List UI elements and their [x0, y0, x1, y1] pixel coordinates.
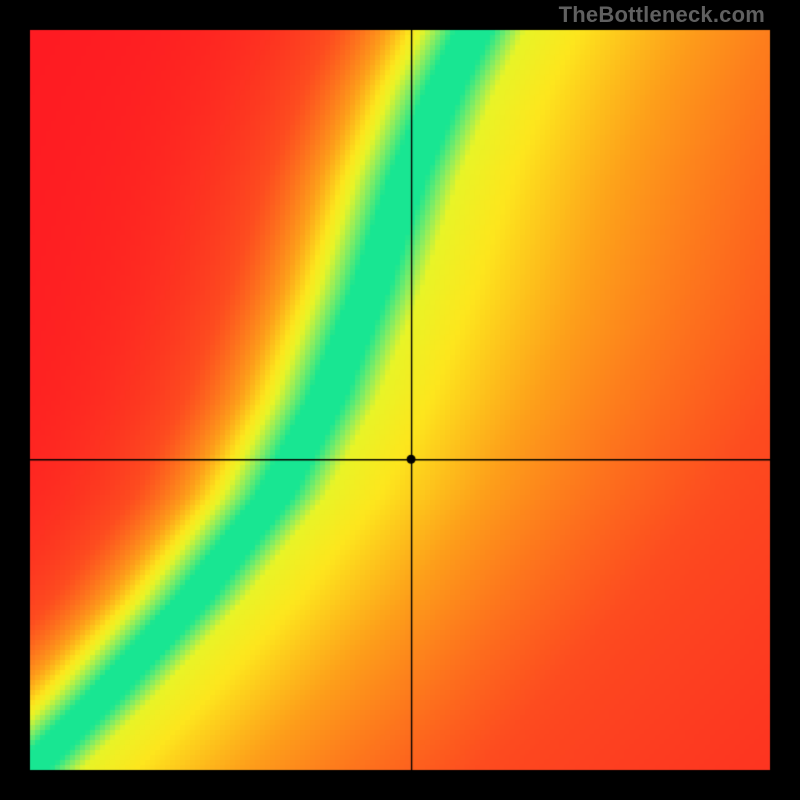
bottleneck-heatmap [0, 0, 800, 800]
watermark-label: TheBottleneck.com [559, 2, 765, 28]
